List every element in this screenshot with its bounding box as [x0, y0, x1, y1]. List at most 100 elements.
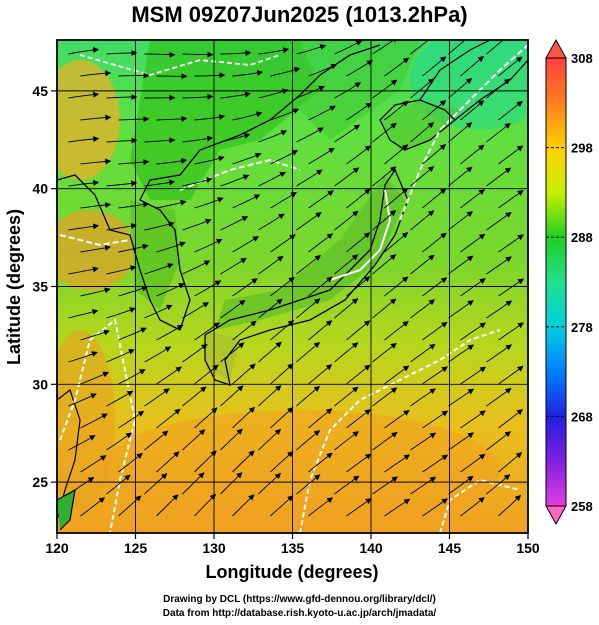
streamline-arrow — [346, 498, 372, 517]
streamline-arrow — [182, 135, 214, 143]
streamline-arrow — [308, 233, 334, 253]
streamline-arrow — [448, 300, 474, 319]
streamline-arrow — [448, 77, 473, 99]
streamline-arrow — [68, 393, 97, 407]
streamline-arrow — [182, 386, 207, 407]
isotherm-contour — [439, 478, 521, 533]
streamline-arrow — [220, 91, 252, 99]
streamline-arrow — [156, 494, 179, 517]
streamline-arrow — [346, 409, 371, 429]
y-tick-label: 45 — [32, 83, 48, 99]
streamline-arrow — [346, 232, 371, 253]
streamline-arrow — [346, 188, 371, 209]
streamline-arrow — [106, 265, 137, 275]
taiwan-island — [57, 488, 76, 531]
streamline-arrow — [270, 363, 294, 385]
streamline-arrow — [448, 122, 473, 143]
streamline-arrow — [486, 167, 512, 187]
streamline-arrow — [232, 494, 255, 517]
streamline-arrow — [144, 346, 172, 363]
warm-patch — [57, 330, 115, 510]
streamline-arrow — [68, 223, 100, 231]
streamline-arrow — [422, 232, 447, 253]
y-axis: 25 30 35 40 45 — [32, 83, 57, 490]
streamline-arrow — [410, 299, 436, 319]
streamline-arrow — [182, 344, 208, 363]
isotherm-contour — [399, 44, 528, 221]
streamline-arrow — [220, 385, 244, 407]
streamline-arrow — [80, 70, 112, 77]
streamline-arrow — [80, 497, 106, 517]
y-tick-label: 35 — [32, 279, 48, 295]
streamline-arrow — [156, 283, 185, 297]
colorbar-label: 268 — [571, 409, 593, 424]
warm-patch — [100, 410, 500, 530]
streamline-arrow — [384, 144, 409, 165]
streamline-arrow — [156, 157, 188, 165]
streamline-arrow — [296, 85, 326, 99]
streamline-arrow — [220, 342, 245, 363]
streamline-arrow — [118, 495, 142, 517]
streamline-arrow — [118, 369, 146, 385]
streamline-arrow — [106, 180, 138, 187]
streamline-arrow — [422, 454, 449, 473]
streamline-arrow — [372, 166, 397, 187]
streamline-arrow — [498, 365, 524, 385]
streamline-arrow — [118, 243, 149, 253]
streamline-arrow — [384, 454, 411, 473]
korean-peninsula — [130, 200, 180, 310]
streamline-arrow — [498, 56, 523, 77]
streamline-arrow — [410, 210, 435, 231]
streamline-arrow — [194, 280, 222, 297]
streamline-arrow — [448, 344, 475, 363]
streamline-arrow — [498, 322, 524, 341]
streamline-arrow — [296, 298, 321, 319]
streamline-arrow — [68, 266, 99, 275]
streamline-arrow — [384, 410, 410, 429]
streamline-arrow — [232, 450, 255, 473]
streamline-arrow — [296, 169, 323, 187]
streamline-arrow — [182, 472, 205, 495]
streamline-arrow — [68, 351, 98, 363]
streamline-arrow — [144, 221, 175, 231]
streamline-arrow — [498, 494, 522, 517]
x-tick-label: 125 — [124, 540, 148, 556]
streamline-arrow — [372, 387, 398, 407]
streamline-arrow — [258, 341, 282, 363]
streamline-arrow — [296, 212, 322, 231]
streamline-arrow — [194, 114, 226, 121]
streamline-arrow — [194, 72, 226, 79]
streamline-arrow — [486, 122, 511, 143]
streamline-arrow — [384, 232, 409, 253]
streamline-arrow — [258, 88, 289, 99]
streamline-arrow — [232, 363, 256, 385]
streamline-arrow — [156, 408, 181, 429]
streamline-arrow — [460, 278, 486, 297]
streamline-arrow — [106, 50, 138, 56]
streamline-arrow — [334, 386, 359, 407]
streamline-arrow — [410, 166, 435, 187]
streamline-arrow — [258, 472, 282, 495]
streamline-arrow — [384, 100, 409, 121]
streamline-arrow — [308, 320, 333, 341]
streamline-arrow — [144, 179, 176, 187]
streamline-arrow — [410, 388, 436, 407]
streamline-arrow — [460, 322, 487, 341]
streamline-arrow — [118, 452, 143, 473]
streamline-arrow — [410, 476, 437, 495]
streamline-arrow — [118, 327, 147, 341]
streamline-arrow — [308, 147, 335, 165]
streamline-arrow — [460, 100, 485, 121]
streamline-arrow — [460, 233, 486, 253]
streamline-arrow — [422, 188, 447, 209]
colorbar-ticks: 308 298 288 278 268 258 — [546, 51, 593, 514]
streamline-arrow — [460, 496, 485, 517]
streamline-arrow — [258, 428, 282, 451]
isotherm-contour — [59, 158, 301, 247]
streamline-arrow — [220, 472, 243, 495]
plot-area — [57, 40, 528, 533]
coastline — [57, 44, 381, 331]
isotherm-contour — [59, 318, 137, 533]
colorbar-label: 278 — [571, 320, 593, 335]
